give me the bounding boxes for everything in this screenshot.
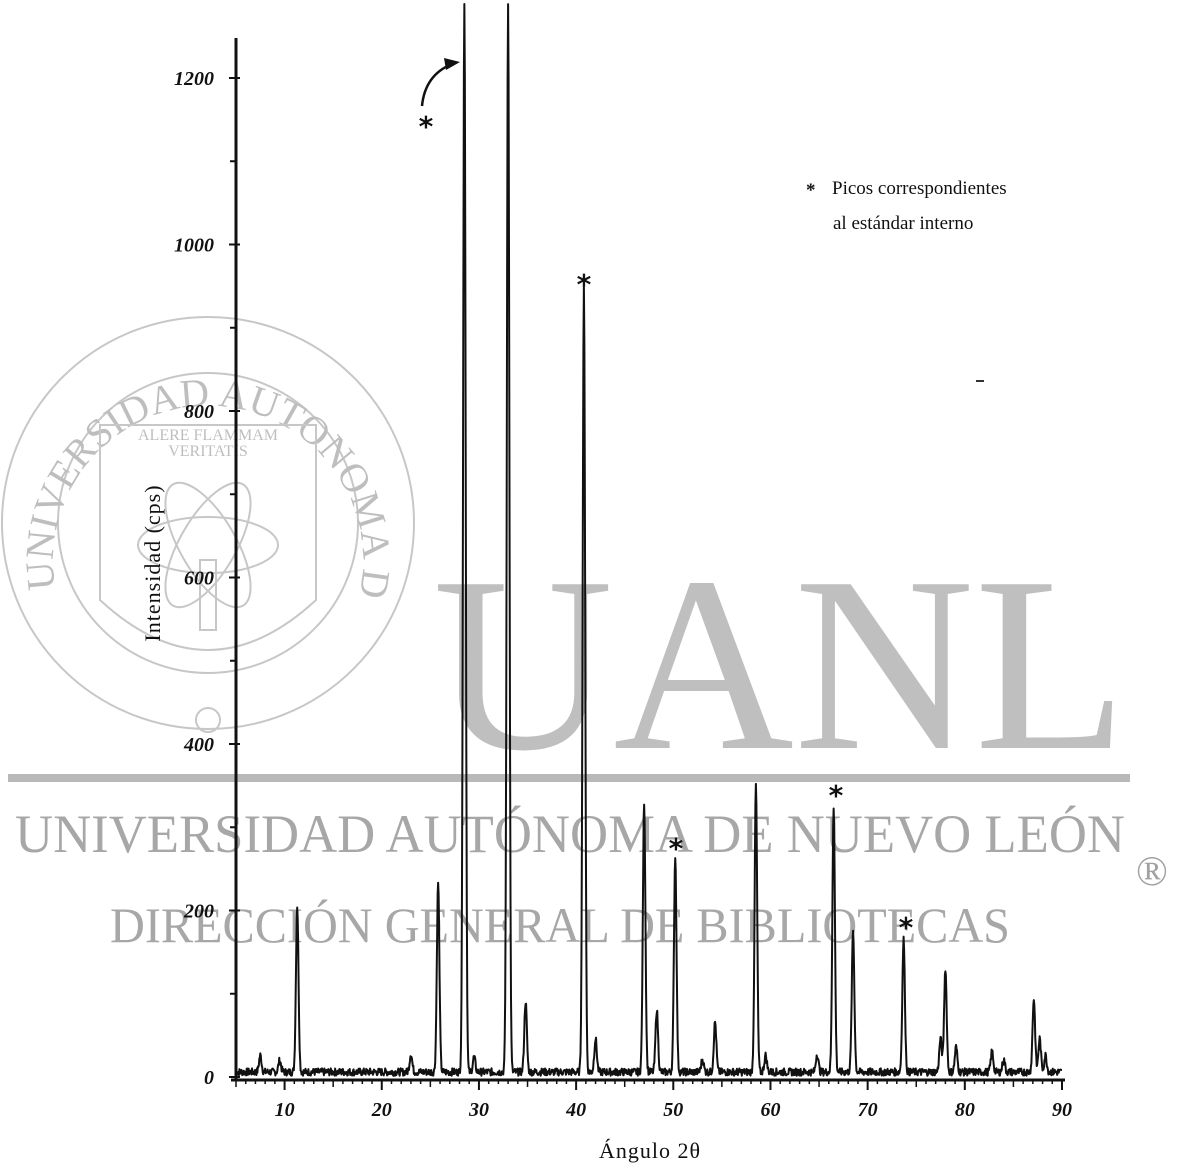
x-ticks: 10 20 30 40 50 60 70 80 90 (235, 1080, 1072, 1121)
x-tick-label: 60 (760, 1099, 780, 1121)
watermark-line-2: DIRECCIÓN GENERAL DE BIBLIOTECAS (110, 897, 1010, 953)
peak-star-marker: * (577, 268, 592, 301)
y-tick-label: 1200 (174, 68, 214, 90)
legend-line-2: al estándar interno (833, 213, 973, 234)
peak-star-marker: * (829, 779, 844, 812)
diffraction-pattern-line (235, 3, 1063, 1077)
x-tick-label: 30 (468, 1099, 489, 1121)
watermark-rule (8, 774, 1130, 782)
seal-motto-2: VERITATIS (168, 443, 248, 460)
peak-star-marker: * (669, 832, 684, 865)
registered-mark: ® (1136, 849, 1168, 895)
y-tick-label: 0 (204, 1067, 214, 1089)
watermark-line-1: UNIVERSIDAD AUTÓNOMA DE NUEVO LEÓN (15, 804, 1125, 864)
seal-motto-1: ALERE FLAMMAM (138, 427, 278, 444)
curved-arrow-icon (420, 62, 453, 107)
y-axis-title: Intensidad (cps) (140, 484, 165, 641)
watermark-big-text: UANL (433, 526, 1127, 803)
arrow-head-icon (444, 58, 460, 70)
x-tick-label: 40 (565, 1099, 586, 1121)
peak-star-marker: * (899, 911, 914, 944)
legend-marker: * (806, 180, 816, 201)
x-tick-label: 20 (371, 1099, 392, 1121)
university-seal-logo: UNIVERSIDAD AUTONOMA DE NUEVO LEON ALERE… (0, 0, 415, 733)
legend-line-1: Picos correspondientes (832, 178, 1007, 199)
y-tick-label: 800 (184, 401, 214, 423)
seal-ring-text: UNIVERSIDAD AUTONOMA DE NUEVO LEON (0, 0, 400, 601)
legend: * Picos correspondientes al estándar int… (806, 178, 1007, 382)
y-ticks: 0 200 400 600 800 1000 1200 (174, 68, 240, 1089)
x-tick-label: 70 (858, 1099, 878, 1121)
y-tick-label: 1000 (174, 235, 214, 257)
axes: 0 200 400 600 800 1000 1200 10 20 30 40 50 60 70 80 90 (174, 38, 1072, 1121)
y-tick-label: 400 (183, 734, 214, 756)
x-tick-label: 90 (1052, 1099, 1072, 1121)
peak-star-marker: * (419, 110, 434, 143)
x-tick-label: 80 (955, 1099, 975, 1121)
x-axis-title: Ángulo 2θ (599, 1138, 701, 1163)
peak-annotations: * * * * * (419, 110, 914, 944)
y-tick-label: 200 (183, 901, 214, 923)
x-tick-label: 10 (275, 1099, 295, 1121)
x-tick-label: 50 (663, 1099, 683, 1121)
y-tick-label: 600 (184, 568, 214, 590)
